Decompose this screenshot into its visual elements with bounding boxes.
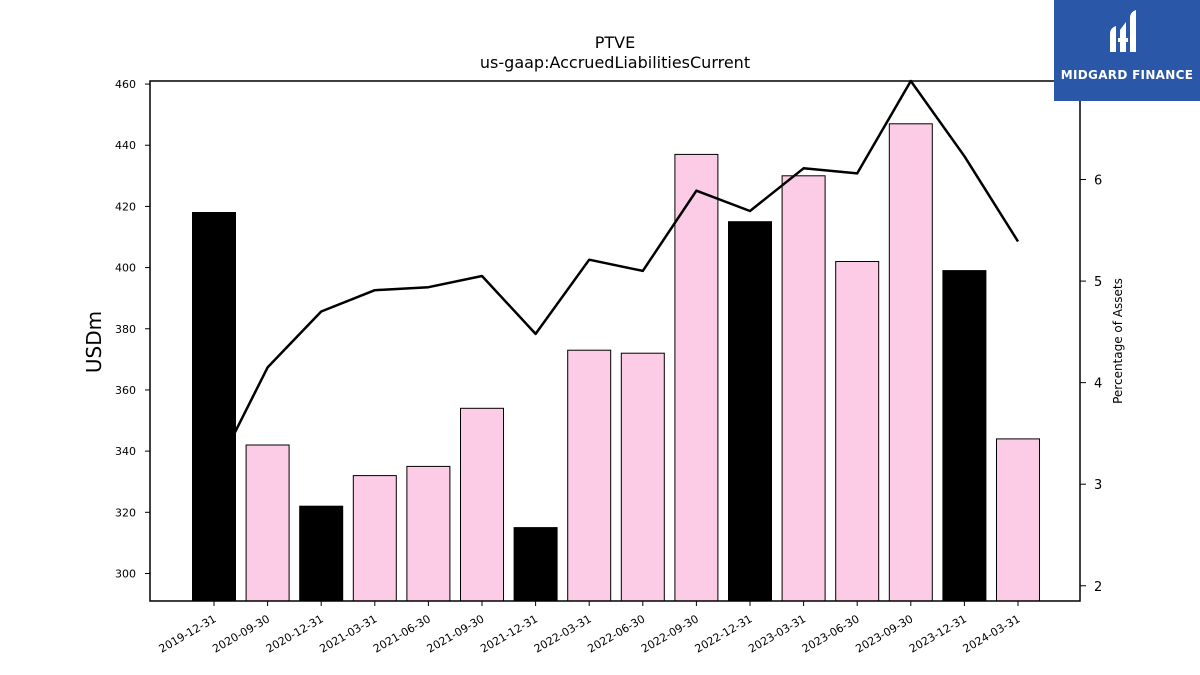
x-tick-label: 2023-09-30	[853, 612, 915, 655]
y-tick-label: 380	[115, 323, 136, 336]
bar-2020-09-30	[245, 444, 290, 602]
chart-subtitle: us-gaap:AccruedLiabilitiesCurrent	[480, 53, 750, 72]
bar-2023-12-31	[942, 270, 987, 602]
chart-title: PTVE	[595, 33, 635, 52]
plot-frame	[149, 80, 1081, 602]
y-tick-label: 460	[115, 78, 136, 91]
brand-logo: MIDGARD FINANCE	[1054, 0, 1200, 101]
bar-2023-03-31	[781, 175, 826, 602]
bar-2022-12-31	[728, 221, 772, 602]
x-tick-label: 2021-03-31	[317, 612, 379, 655]
bar-2023-06-30	[835, 261, 880, 602]
y2-tick-label: 6	[1094, 174, 1102, 189]
y2-tick-label: 3	[1094, 478, 1102, 493]
bar-2021-12-31	[513, 527, 558, 602]
x-tick-label: 2021-12-31	[478, 612, 540, 655]
y-tick-label: 300	[115, 567, 136, 580]
x-tick-label: 2020-09-30	[210, 612, 272, 655]
bar-2019-12-31	[192, 212, 236, 602]
x-tick-label: 2019-12-31	[157, 612, 219, 655]
x-tick-label: 2024-03-31	[961, 612, 1023, 655]
x-tick-label: 2020-12-31	[264, 612, 326, 655]
y2-tick-label: 2	[1094, 580, 1102, 595]
y2-axis-label: Percentage of Assets	[1111, 278, 1125, 404]
bar-2021-06-30	[406, 465, 451, 602]
x-tick-label: 2021-09-30	[425, 612, 487, 655]
y-tick-label: 320	[115, 506, 136, 519]
x-tick-label: 2022-12-31	[693, 612, 755, 655]
y-tick-label: 360	[115, 384, 136, 397]
midgard-logo-icon	[1110, 10, 1136, 52]
x-tick-label: 2023-12-31	[907, 612, 969, 655]
y-tick-label: 400	[115, 262, 136, 275]
y2-tick-label: 5	[1094, 275, 1102, 290]
x-tick-label: 2021-06-30	[371, 612, 433, 655]
bar-2021-09-30	[460, 407, 504, 602]
x-tick-label: 2022-09-30	[639, 612, 701, 655]
bar-2024-03-31	[996, 438, 1040, 602]
y-tick-label: 440	[115, 139, 136, 152]
bar-2020-12-31	[299, 505, 344, 602]
bar-2023-09-30	[888, 123, 933, 602]
logo-text: MIDGARD FINANCE	[1060, 68, 1194, 82]
y2-tick-label: 4	[1094, 377, 1102, 392]
x-tick-label: 2022-03-31	[532, 612, 594, 655]
bar-2022-09-30	[674, 153, 719, 602]
x-tick-label: 2023-03-31	[746, 612, 808, 655]
x-tick-label: 2023-06-30	[800, 612, 862, 655]
bar-2022-06-30	[620, 352, 665, 602]
line-series-0	[212, 79, 1020, 475]
y-axis-label: USDm	[82, 311, 106, 373]
x-tick-label: 2022-06-30	[585, 612, 647, 655]
y-tick-label: 420	[115, 200, 136, 213]
bar-2021-03-31	[352, 475, 397, 602]
bar-2022-03-31	[567, 349, 612, 602]
plot-area: 300 320 340 360 380 400 420 440 460 2 3 4 5 6 2019-12-…	[115, 78, 1102, 656]
y-tick-label: 340	[115, 445, 136, 458]
